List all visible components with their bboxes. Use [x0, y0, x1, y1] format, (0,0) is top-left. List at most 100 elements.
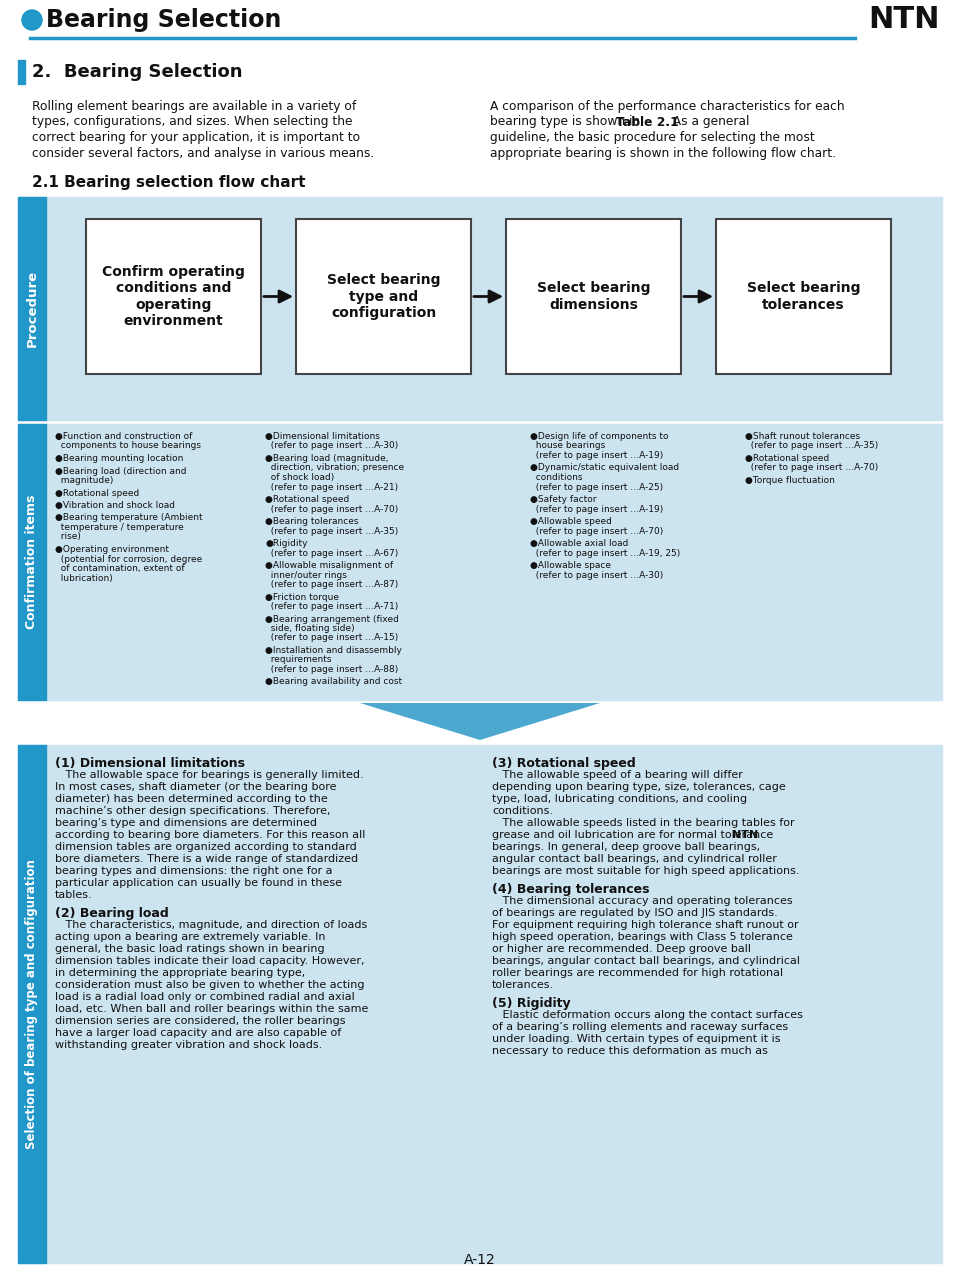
Text: high speed operation, bearings with Class 5 tolerance: high speed operation, bearings with Clas…	[492, 932, 793, 942]
Bar	[18, 424, 942, 700]
Text: ●Operating environment: ●Operating environment	[55, 545, 169, 554]
Text: ●Allowable space: ●Allowable space	[530, 561, 611, 570]
Text: requirements: requirements	[265, 655, 331, 664]
Text: Confirmation items: Confirmation items	[26, 494, 38, 630]
Text: The dimensional accuracy and operating tolerances: The dimensional accuracy and operating t…	[492, 896, 793, 905]
Text: (2) Bearing load: (2) Bearing load	[55, 907, 169, 919]
Text: of a bearing’s rolling elements and raceway surfaces: of a bearing’s rolling elements and race…	[492, 1022, 788, 1032]
Text: ●Rigidity: ●Rigidity	[265, 539, 307, 548]
Text: types, configurations, and sizes. When selecting the: types, configurations, and sizes. When s…	[32, 115, 352, 129]
Text: (refer to page insert …A-35): (refer to page insert …A-35)	[745, 442, 878, 451]
Text: bearing’s type and dimensions are determined: bearing’s type and dimensions are determ…	[55, 819, 317, 827]
Text: Elastic deformation occurs along the contact surfaces: Elastic deformation occurs along the con…	[492, 1010, 803, 1020]
Text: angular contact ball bearings, and cylindrical roller: angular contact ball bearings, and cylin…	[492, 854, 777, 865]
Text: load, etc. When ball and roller bearings within the same: load, etc. When ball and roller bearings…	[55, 1004, 369, 1014]
Text: (refer to page insert …A-70): (refer to page insert …A-70)	[745, 464, 878, 472]
Text: For equipment requiring high tolerance shaft runout or: For equipment requiring high tolerance s…	[492, 919, 799, 930]
Text: (refer to page insert …A-19): (refer to page insert …A-19)	[530, 504, 663, 513]
Text: diameter) has been determined according to the: diameter) has been determined according …	[55, 794, 327, 805]
Text: (refer to page insert …A-70): (refer to page insert …A-70)	[530, 526, 663, 535]
Text: consideration must also be given to whether the acting: consideration must also be given to whet…	[55, 979, 365, 990]
Text: magnitude): magnitude)	[55, 476, 113, 485]
Bar	[18, 197, 46, 420]
Text: components to house bearings: components to house bearings	[55, 442, 201, 451]
Bar	[18, 424, 46, 700]
Text: according to bearing bore diameters. For this reason all: according to bearing bore diameters. For…	[55, 830, 366, 840]
Text: Selection of bearing type and configuration: Selection of bearing type and configurat…	[26, 859, 38, 1149]
Text: under loading. With certain types of equipment it is: under loading. With certain types of equ…	[492, 1034, 780, 1045]
Text: ●Function and construction of: ●Function and construction of	[55, 432, 192, 441]
Text: necessary to reduce this deformation as much as: necessary to reduce this deformation as …	[492, 1046, 768, 1056]
Text: withstanding greater vibration and shock loads.: withstanding greater vibration and shock…	[55, 1039, 323, 1050]
Bar	[86, 218, 261, 374]
Text: correct bearing for your application, it is important to: correct bearing for your application, it…	[32, 132, 360, 144]
Text: A comparison of the performance characteristics for each: A comparison of the performance characte…	[490, 100, 845, 112]
Text: Select bearing
tolerances: Select bearing tolerances	[747, 281, 860, 312]
Bar	[18, 60, 25, 84]
Text: in determining the appropriate bearing type,: in determining the appropriate bearing t…	[55, 968, 305, 978]
Text: Confirm operating
conditions and
operating
environment: Confirm operating conditions and operati…	[102, 266, 245, 328]
Text: dimension series are considered, the roller bearings: dimension series are considered, the rol…	[55, 1016, 346, 1025]
Text: Bearing Selection: Bearing Selection	[46, 8, 281, 32]
Text: bearings, angular contact ball bearings, and cylindrical: bearings, angular contact ball bearings,…	[492, 956, 800, 965]
Text: ●Torque fluctuation: ●Torque fluctuation	[745, 476, 835, 485]
Text: ●Friction torque: ●Friction torque	[265, 593, 339, 601]
Text: tolerances.: tolerances.	[492, 979, 554, 990]
Text: ●Rotational speed: ●Rotational speed	[745, 455, 829, 464]
Bar	[18, 744, 46, 1263]
Text: 2.  Bearing Selection: 2. Bearing Selection	[32, 63, 243, 80]
Text: ●Bearing temperature (Ambient: ●Bearing temperature (Ambient	[55, 513, 203, 522]
Text: tables.: tables.	[55, 890, 92, 900]
Text: ●Dynamic/static equivalent load: ●Dynamic/static equivalent load	[530, 464, 679, 472]
Text: of shock load): of shock load)	[265, 472, 334, 481]
Text: (refer to page insert …A-88): (refer to page insert …A-88)	[265, 665, 398, 674]
Text: (1) Dimensional limitations: (1) Dimensional limitations	[55, 757, 245, 770]
Text: dimension tables are organized according to standard: dimension tables are organized according…	[55, 842, 357, 852]
Text: ●Allowable axial load: ●Allowable axial load	[530, 539, 629, 548]
Text: Procedure: Procedure	[26, 269, 38, 347]
Text: (refer to page insert …A-70): (refer to page insert …A-70)	[265, 504, 398, 513]
Text: (refer to page insert …A-67): (refer to page insert …A-67)	[265, 549, 398, 558]
Text: acting upon a bearing are extremely variable. In: acting upon a bearing are extremely vari…	[55, 932, 325, 942]
Text: lubrication): lubrication)	[55, 573, 112, 582]
Text: roller bearings are recommended for high rotational: roller bearings are recommended for high…	[492, 968, 783, 978]
Text: bore diameters. There is a wide range of standardized: bore diameters. There is a wide range of…	[55, 854, 358, 865]
Text: (refer to page insert …A-15): (refer to page insert …A-15)	[265, 633, 398, 642]
Text: bearings. In general, deep groove ball bearings,: bearings. In general, deep groove ball b…	[492, 842, 760, 852]
Text: (potential for corrosion, degree: (potential for corrosion, degree	[55, 554, 203, 563]
Text: conditions: conditions	[530, 472, 583, 481]
Text: ●Bearing load (direction and: ●Bearing load (direction and	[55, 466, 186, 475]
Text: (4) Bearing tolerances: (4) Bearing tolerances	[492, 882, 650, 896]
Text: ●Dimensional limitations: ●Dimensional limitations	[265, 432, 380, 441]
Text: The allowable speeds listed in the bearing tables for: The allowable speeds listed in the beari…	[492, 819, 795, 827]
Text: house bearings: house bearings	[530, 442, 605, 451]
Text: ●Bearing availability and cost: ●Bearing availability and cost	[265, 678, 402, 687]
Text: Table 2.1: Table 2.1	[616, 115, 679, 129]
Bar	[18, 744, 942, 1263]
Text: . As a general: . As a general	[665, 115, 749, 129]
Text: A-12: A-12	[464, 1253, 496, 1267]
Bar	[716, 218, 891, 374]
Text: ●Safety factor: ●Safety factor	[530, 495, 596, 504]
Text: dimension tables indicate their load capacity. However,: dimension tables indicate their load cap…	[55, 956, 365, 965]
Circle shape	[22, 10, 42, 29]
Text: guideline, the basic procedure for selecting the most: guideline, the basic procedure for selec…	[490, 132, 815, 144]
Text: grease and oil lubrication are for normal tolerance: grease and oil lubrication are for norma…	[492, 830, 777, 840]
Text: conditions.: conditions.	[492, 806, 553, 816]
Text: temperature / temperature: temperature / temperature	[55, 524, 183, 533]
Text: rise): rise)	[55, 533, 81, 541]
Text: ●Bearing load (magnitude,: ●Bearing load (magnitude,	[265, 455, 389, 464]
Bar	[506, 218, 681, 374]
Text: The characteristics, magnitude, and direction of loads: The characteristics, magnitude, and dire…	[55, 919, 368, 930]
Text: The allowable speed of a bearing will differ: The allowable speed of a bearing will di…	[492, 770, 743, 780]
Text: or higher are recommended. Deep groove ball: or higher are recommended. Deep groove b…	[492, 944, 751, 954]
Text: ●Bearing arrangement (fixed: ●Bearing arrangement (fixed	[265, 614, 398, 623]
Text: ●Installation and disassembly: ●Installation and disassembly	[265, 646, 402, 655]
Text: bearings are most suitable for high speed applications.: bearings are most suitable for high spee…	[492, 866, 800, 876]
Text: NTN: NTN	[732, 830, 758, 840]
Text: NTN: NTN	[869, 5, 940, 34]
Text: particular application can usually be found in these: particular application can usually be fo…	[55, 879, 342, 888]
Text: ●Vibration and shock load: ●Vibration and shock load	[55, 501, 175, 510]
Text: (refer to page insert …A-71): (refer to page insert …A-71)	[265, 601, 398, 610]
Text: (refer to page insert …A-35): (refer to page insert …A-35)	[265, 526, 398, 535]
